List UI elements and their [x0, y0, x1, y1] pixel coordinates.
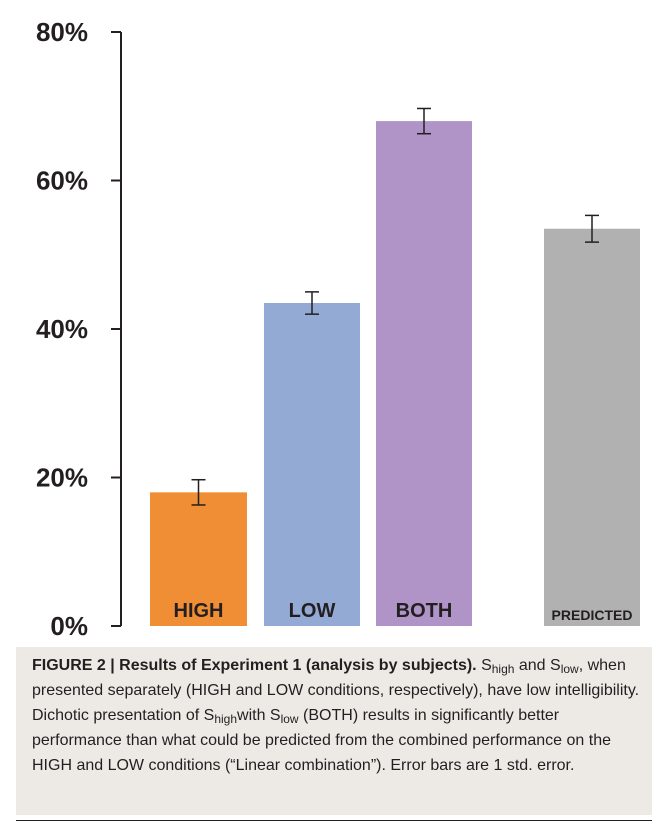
- y-axis-ticks: 0% 20% 40% 60% 80%: [36, 17, 121, 640]
- y-tick-label: 40%: [36, 314, 88, 344]
- bar-predicted: [544, 228, 640, 626]
- bar-both: [376, 121, 472, 626]
- bar-label: LOW: [289, 600, 336, 622]
- figure-caption: FIGURE 2 | Results of Experiment 1 (anal…: [32, 657, 640, 774]
- bar-high: [150, 492, 247, 626]
- bar-low: [264, 303, 360, 626]
- y-tick-label: 0%: [50, 611, 88, 640]
- y-tick-label: 20%: [36, 463, 88, 493]
- figure-label: FIGURE 2 | Results of Experiment 1 (anal…: [32, 657, 477, 674]
- y-tick-label: 60%: [36, 166, 88, 196]
- bars: HIGH LOW BOTH PREDICTED: [150, 107, 640, 626]
- bar-label: BOTH: [396, 600, 453, 622]
- bar-chart: 0% 20% 40% 60% 80% HIGH LOW BOTH PREDICTED: [36, 17, 640, 640]
- figure-caption-box: FIGURE 2 | Results of Experiment 1 (anal…: [16, 647, 652, 821]
- y-tick-label: 80%: [36, 17, 88, 47]
- bar-label: PREDICTED: [552, 607, 633, 623]
- bar-label: HIGH: [174, 600, 224, 622]
